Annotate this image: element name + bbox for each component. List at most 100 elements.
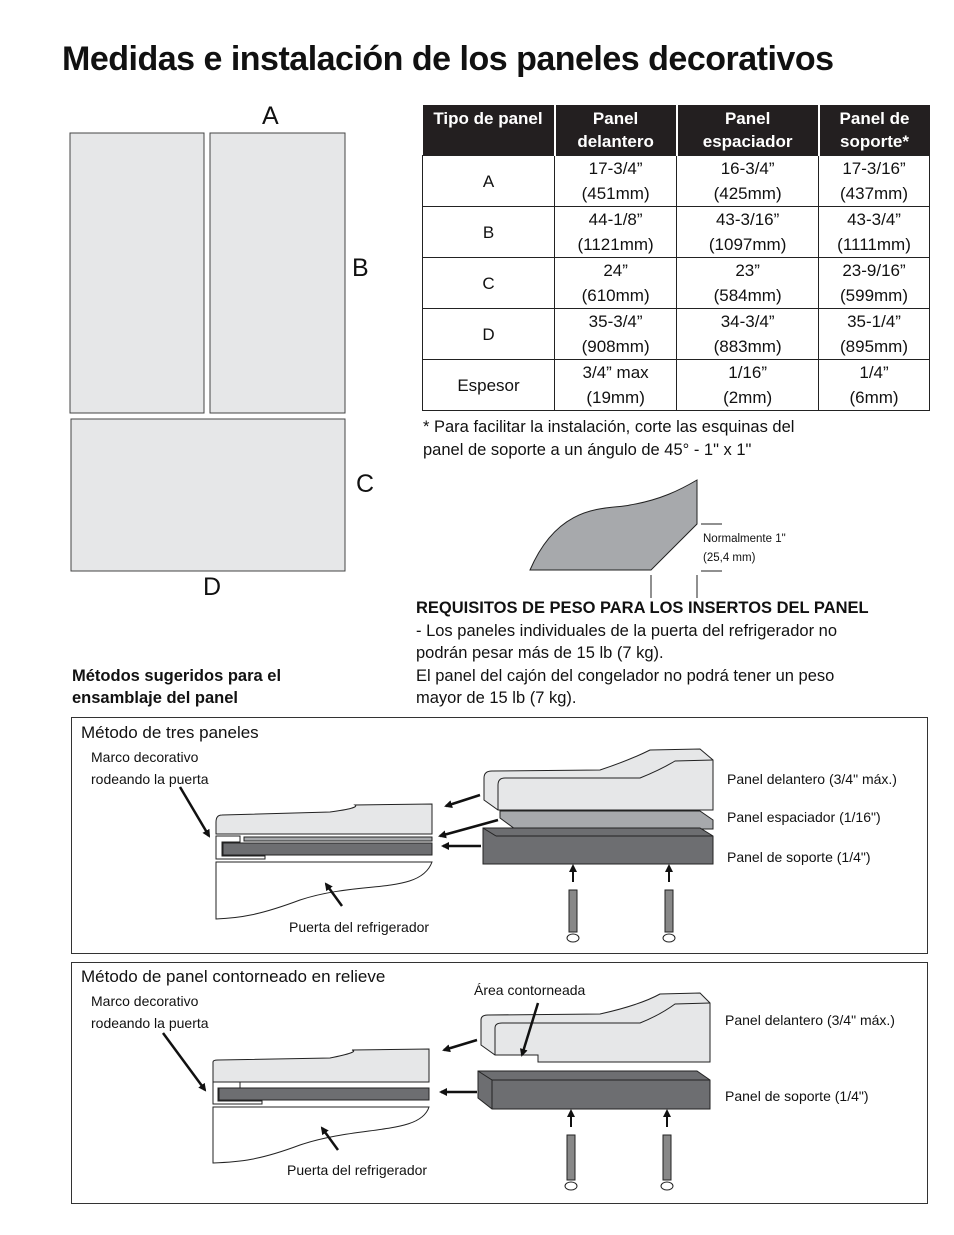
- method1-box: [71, 717, 928, 954]
- corner-label-2: (25,4 mm): [703, 552, 756, 564]
- cell-line: 43-3/4”: [847, 210, 901, 229]
- table-row: A 17-3/4” (451mm) 16-3/4” (425mm) 17-3/16” (43…: [422, 155, 930, 207]
- method2-contour-label: Área contorneada: [474, 982, 586, 998]
- footnote-line: * Para facilitar la instalación, corte l…: [423, 418, 795, 436]
- cell-line: (599mm): [840, 286, 909, 305]
- cell-line: 17-3/4”: [588, 159, 643, 178]
- column-header: Tipo de panel: [422, 105, 555, 156]
- panel-a: [69, 132, 205, 414]
- header-line: espaciador: [702, 132, 793, 151]
- cell-line: (451mm): [581, 184, 650, 203]
- method2-box: [71, 962, 928, 1204]
- cell-line: 3/4” max: [582, 363, 649, 382]
- dimension-cell: 23” (584mm): [676, 257, 820, 309]
- cell-line: (883mm): [713, 337, 782, 356]
- column-header: Panel delantero: [553, 105, 677, 156]
- trim-line: Marco decorativo: [91, 993, 199, 1009]
- page-title: Medidas e instalación de los paneles dec…: [62, 40, 834, 78]
- cell-line: (895mm): [840, 337, 909, 356]
- dimension-cell: 1/16” (2mm): [676, 359, 820, 411]
- cell-line: (425mm): [713, 184, 782, 203]
- dimension-cell: 35-3/4” (908mm): [553, 308, 678, 360]
- header-line: Tipo de panel: [433, 109, 543, 128]
- trim-line: Marco decorativo: [91, 749, 199, 765]
- screw-icon: [662, 864, 676, 943]
- dimension-cell: 44-1/8” (1121mm): [553, 206, 678, 258]
- method2-title: Método de panel contorneado en relieve: [81, 967, 386, 986]
- label-b: B: [352, 254, 369, 282]
- cell-line: (1111mm): [837, 235, 911, 254]
- cell-line: 24”: [603, 261, 628, 280]
- dimension-cell: 43-3/4” (1111mm): [818, 206, 930, 258]
- dimension-cell: 35-1/4” (895mm): [818, 308, 930, 360]
- trim-line: rodeando la puerta: [91, 1015, 209, 1031]
- header-line: Panel de: [839, 109, 910, 128]
- panel-type-cell: C: [422, 257, 555, 309]
- dimension-cell: 3/4” max (19mm): [553, 359, 678, 411]
- method1-diagram: [178, 748, 714, 943]
- table-row: B 44-1/8” (1121mm) 43-3/16” (1097mm) 43-3/4” (…: [422, 206, 930, 258]
- weight-requirements: REQUISITOS DE PESO PARA LOS INSERTOS DEL…: [416, 597, 869, 710]
- cell-line: 44-1/8”: [588, 210, 643, 229]
- method2-front-label: Panel delantero (3/4" máx.): [725, 1012, 895, 1028]
- panel-type-cell: Espesor: [422, 359, 555, 411]
- footnote: * Para facilitar la instalación, corte l…: [423, 416, 794, 462]
- method2-diagram: [161, 992, 711, 1191]
- dimension-cell: 34-3/4” (883mm): [676, 308, 820, 360]
- dimension-cell: 43-3/16” (1097mm): [676, 206, 820, 258]
- cell-line: 23-9/16”: [842, 261, 906, 280]
- method1-door-label: Puerta del refrigerador: [289, 919, 430, 935]
- table-row: Espesor 3/4” max (19mm) 1/16” (2mm) 1/4” (6mm): [422, 359, 930, 411]
- methods-heading-line: ensamblaje del panel: [72, 689, 238, 707]
- screw-icon: [566, 864, 580, 943]
- panel-c: [70, 418, 346, 572]
- dimension-cell: 23-9/16” (599mm): [818, 257, 930, 309]
- methods-heading: Métodos sugeridos para el ensamblaje del…: [72, 665, 281, 709]
- cell-line: 34-3/4”: [720, 312, 775, 331]
- cell-line: (1097mm): [708, 235, 787, 254]
- cell-line: (908mm): [581, 337, 650, 356]
- dimension-cell: 17-3/16” (437mm): [818, 155, 930, 207]
- weight-line: El panel del cajón del congelador no pod…: [416, 666, 835, 685]
- cell-line: 35-1/4”: [847, 312, 901, 331]
- dimension-cell: 16-3/4” (425mm): [676, 155, 820, 207]
- column-header: Panel espaciador: [675, 105, 819, 156]
- cell-line: (2mm): [723, 388, 773, 407]
- corner-label: Normalmente 1" (25,4 mm): [703, 530, 786, 568]
- panel-b: [209, 132, 346, 414]
- dimensions-table: Tipo de panel Panel delantero Panel espaciad…: [422, 105, 930, 411]
- cell-line: 43-3/16”: [715, 210, 780, 229]
- method2-trim-label: Marco decorativo rodeando la puerta: [91, 990, 209, 1034]
- header-line: delantero: [577, 132, 654, 151]
- screw-icon: [564, 1109, 578, 1191]
- cell-line: 35-3/4”: [588, 312, 643, 331]
- panel-type-cell: A: [422, 155, 555, 207]
- method1-trim-label: Marco decorativo rodeando la puerta: [91, 746, 209, 790]
- table-row: C 24” (610mm) 23” (584mm) 23-9/16” (599mm): [422, 257, 930, 309]
- cell-line: 23”: [735, 261, 760, 280]
- weight-line: mayor de 15 lb (7 kg).: [416, 689, 577, 707]
- weight-line: - Los paneles individuales de la puerta …: [416, 621, 838, 640]
- header-line: soporte*: [840, 132, 909, 151]
- method1-support-label: Panel de soporte (1/4"): [727, 849, 871, 865]
- footnote-line: panel de soporte a un ángulo de 45° - 1"…: [423, 441, 752, 459]
- header-line: Panel: [592, 109, 639, 128]
- label-d: D: [203, 573, 222, 601]
- column-header: Panel de soporte*: [817, 105, 930, 156]
- cell-line: (584mm): [713, 286, 782, 305]
- corner-label-1: Normalmente 1": [703, 533, 786, 545]
- methods-heading-line: Métodos sugeridos para el: [72, 667, 282, 685]
- panel-type-cell: D: [422, 308, 555, 360]
- method1-front-label: Panel delantero (3/4" máx.): [727, 771, 897, 787]
- cell-line: 17-3/16”: [842, 159, 906, 178]
- label-a: A: [262, 102, 279, 130]
- cell-line: 1/4”: [859, 363, 889, 382]
- dimension-cell: 17-3/4” (451mm): [553, 155, 678, 207]
- table-row: D 35-3/4” (908mm) 34-3/4” (883mm) 35-1/4” (895…: [422, 308, 930, 360]
- dimension-cell: 24” (610mm): [553, 257, 678, 309]
- cell-line: 1/16”: [728, 363, 767, 382]
- method2-door-label: Puerta del refrigerador: [287, 1162, 428, 1178]
- dimension-cell: 1/4” (6mm): [818, 359, 930, 411]
- cell-line: (1121mm): [577, 235, 654, 254]
